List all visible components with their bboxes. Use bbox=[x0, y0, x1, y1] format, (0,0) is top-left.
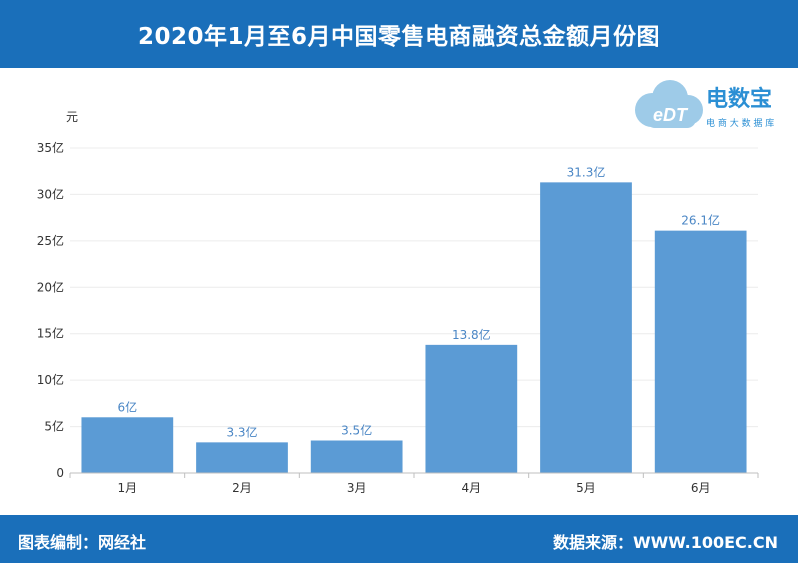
x-tick-label: 6月 bbox=[691, 481, 711, 495]
x-tick-label: 5月 bbox=[576, 481, 596, 495]
x-tick-label: 2月 bbox=[232, 481, 252, 495]
y-axis-unit-label: 元 bbox=[66, 110, 79, 124]
chart-title-banner: 2020年1月至6月中国零售电商融资总金额月份图 bbox=[0, 0, 798, 68]
bar bbox=[196, 442, 288, 473]
chart-title: 2020年1月至6月中国零售电商融资总金额月份图 bbox=[137, 24, 661, 50]
footer-banner: 图表编制：网经社 数据来源：WWW.100EC.CN bbox=[0, 515, 798, 563]
y-tick-label: 25亿 bbox=[37, 233, 64, 248]
y-tick-label: 30亿 bbox=[37, 186, 64, 201]
bar bbox=[654, 230, 747, 473]
data-label: 3.3亿 bbox=[226, 424, 257, 439]
y-tick-label: 10亿 bbox=[37, 372, 64, 387]
cloud-icon bbox=[635, 80, 703, 128]
y-tick-label: 0 bbox=[56, 466, 64, 480]
footer-data-source: 数据来源：WWW.100EC.CN bbox=[552, 533, 778, 552]
x-tick-label: 3月 bbox=[347, 481, 367, 495]
data-label: 3.5亿 bbox=[341, 423, 372, 438]
bar bbox=[81, 417, 174, 473]
y-tick-label: 20亿 bbox=[37, 279, 64, 294]
bar bbox=[310, 440, 403, 473]
y-axis-ticks: 0 5亿 10亿 15亿 20亿 25亿 30亿 35亿 bbox=[37, 140, 64, 480]
x-tick-label: 1月 bbox=[118, 481, 138, 495]
bar bbox=[540, 182, 632, 473]
data-label: 31.3亿 bbox=[567, 164, 606, 179]
edt-logo: eDT 电数宝 电 商 大 数 据 库 bbox=[635, 80, 774, 129]
logo-name: 电数宝 bbox=[706, 86, 772, 112]
bars bbox=[81, 182, 747, 473]
grid-lines bbox=[70, 147, 758, 428]
bar bbox=[425, 344, 518, 473]
data-label: 26.1亿 bbox=[681, 213, 720, 228]
logo-tagline: 电 商 大 数 据 库 bbox=[706, 117, 774, 129]
logo-mark-text: eDT bbox=[653, 105, 689, 125]
data-labels: 6亿 3.3亿 3.5亿 13.8亿 31.3亿 26.1亿 bbox=[118, 164, 721, 439]
y-tick-label: 15亿 bbox=[37, 326, 64, 341]
y-tick-label: 35亿 bbox=[37, 140, 64, 155]
x-tick-label: 4月 bbox=[462, 481, 482, 495]
footer-compiler-credit: 图表编制：网经社 bbox=[18, 533, 147, 552]
y-tick-label: 5亿 bbox=[44, 419, 64, 434]
x-axis-ticks: 1月 2月 3月 4月 5月 6月 bbox=[69, 473, 759, 495]
data-label: 6亿 bbox=[118, 399, 138, 414]
data-label: 13.8亿 bbox=[452, 327, 491, 342]
bar-chart: 0 5亿 10亿 15亿 20亿 25亿 30亿 35亿 6亿 3.3亿 3.5亿 13.8亿 31.… bbox=[37, 140, 759, 495]
